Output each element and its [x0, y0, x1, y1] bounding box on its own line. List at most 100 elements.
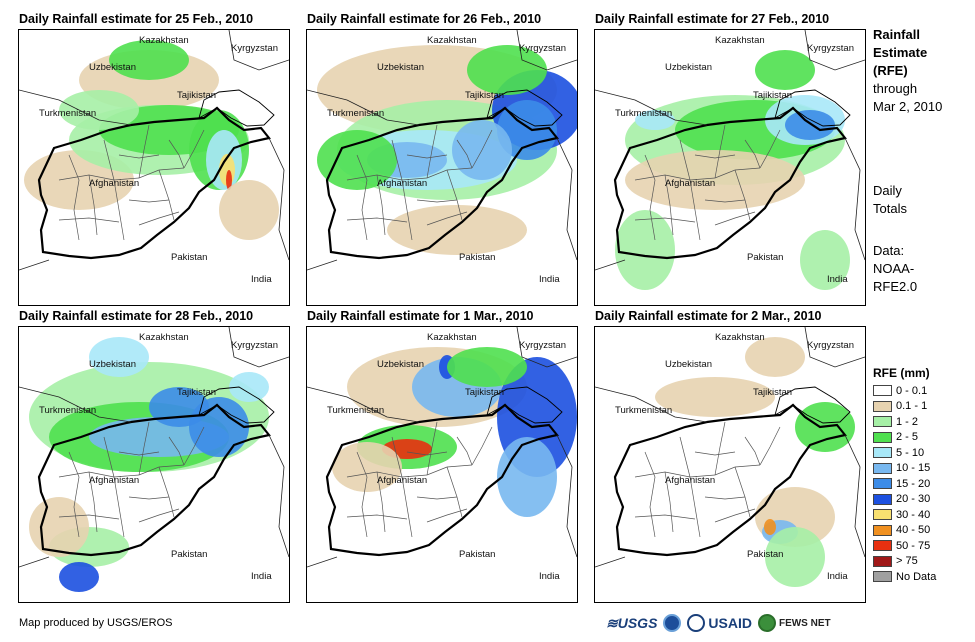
legend-item: 40 - 50 [873, 523, 936, 539]
legend-swatch [873, 540, 892, 552]
country-label-turkmenistan: Turkmenistan [615, 405, 673, 416]
country-label-kyrgyzstan: Kyrgyzstan [519, 340, 566, 351]
legend-title: RFE (mm) [873, 366, 930, 380]
province-boundary [138, 421, 150, 476]
map-credit: Map produced by USGS/EROS [19, 617, 173, 629]
province-boundary [416, 199, 458, 203]
legend-label: > 75 [896, 555, 918, 568]
neighbor-border [19, 556, 50, 568]
province-boundary [401, 476, 413, 538]
province-boundary [356, 451, 368, 538]
province-boundary [113, 179, 125, 241]
country-label-kyrgyzstan: Kyrgyzstan [231, 340, 278, 351]
country-label-afghanistan: Afghanistan [665, 178, 716, 189]
province-boundary [406, 451, 448, 456]
province-boundary [346, 514, 408, 520]
province-boundary [168, 436, 185, 466]
rainfall-field [467, 45, 547, 95]
province-boundary [734, 466, 751, 518]
country-border [325, 106, 559, 260]
province-boundary [714, 211, 756, 226]
legend-item: 0 - 0.1 [873, 383, 936, 399]
province-boundary [58, 217, 120, 223]
province-boundary [88, 471, 98, 533]
country-border [613, 106, 847, 260]
rainfall-map-25-feb: Kazakhstan Kyrgyzstan Uzbekistan Tajikistan… [18, 29, 290, 306]
legend-label: 20 - 30 [896, 493, 931, 506]
neighbor-border [595, 89, 708, 126]
country-label-kazakhstan: Kazakhstan [139, 332, 189, 343]
province-boundary [634, 464, 761, 478]
province-boundary [634, 514, 696, 520]
rainfall-field [800, 230, 850, 290]
province-boundary [158, 466, 175, 518]
panel-title-3: Daily Rainfall estimate for 27 Feb., 201… [595, 12, 830, 26]
country-label-kazakhstan: Kazakhstan [427, 332, 477, 343]
side-daily-totals: Daily Totals [873, 182, 907, 218]
legend-label: 0.1 - 1 [896, 400, 928, 413]
legend-swatch [873, 400, 892, 412]
country-label-tajikistan: Tajikistan [465, 90, 505, 101]
province-boundary [759, 426, 781, 466]
province-boundary [426, 421, 438, 476]
province-boundary [664, 174, 674, 236]
province-boundary [714, 124, 726, 179]
map-canvas [307, 30, 577, 271]
side-title: Rainfall Estimate (RFE) through Mar 2, 2… [873, 26, 942, 116]
country-label-pakistan: Pakistan [171, 549, 208, 560]
province-boundary [406, 154, 448, 159]
side-date: Mar 2, 2010 [873, 99, 943, 114]
neighbor-border [844, 137, 865, 261]
country-border [774, 89, 851, 127]
legend-label: 5 - 10 [896, 446, 925, 459]
legend-swatch [873, 385, 892, 397]
rainfall-field [497, 437, 557, 517]
rainfall-field [625, 150, 805, 210]
legend-label: 50 - 75 [896, 539, 931, 552]
country-label-turkmenistan: Turkmenistan [327, 108, 385, 119]
neighbor-border [307, 386, 420, 423]
province-boundary [426, 211, 468, 226]
panel-title-1: Daily Rainfall estimate for 25 Feb., 201… [19, 12, 254, 26]
side-source1: NOAA- [873, 261, 915, 276]
legend-label: 30 - 40 [896, 508, 931, 521]
province-boundary [689, 476, 701, 538]
fews-logo-text: FEWS NET [778, 617, 831, 629]
legend-swatch [873, 493, 892, 505]
panel-title-2: Daily Rainfall estimate for 26 Feb., 201… [307, 12, 542, 26]
usaid-seal-icon [687, 614, 706, 632]
side-title-line2: Estimate [873, 45, 928, 60]
rainfall-field [59, 90, 139, 130]
legend-item: 2 - 5 [873, 430, 936, 446]
province-boundary [168, 139, 185, 169]
country-label-pakistan: Pakistan [459, 252, 496, 263]
neighbor-border [19, 89, 132, 126]
province-boundary [694, 451, 736, 456]
province-boundary [356, 154, 368, 241]
usaid-logo: USAID [687, 614, 752, 632]
neighbor-border [804, 327, 865, 368]
country-label-turkmenistan: Turkmenistan [615, 108, 673, 119]
neighbor-border [516, 30, 577, 71]
side-data-source: Data: NOAA- RFE2.0 [873, 242, 917, 296]
legend-item: 5 - 10 [873, 445, 936, 461]
usgs-logo: ≋USGS [606, 614, 658, 631]
neighbor-border [228, 327, 289, 368]
country-label-turkmenistan: Turkmenistan [39, 108, 97, 119]
country-label-india: India [539, 571, 560, 582]
province-boundary [113, 476, 125, 538]
province-boundary [68, 451, 80, 538]
side-totals: Totals [873, 201, 907, 216]
rainfall-field [109, 40, 189, 80]
country-label-turkmenistan: Turkmenistan [39, 405, 97, 416]
legend-item: 30 - 40 [873, 507, 936, 523]
legend-swatch [873, 447, 892, 459]
rainfall-field [59, 562, 99, 592]
country-label-kazakhstan: Kazakhstan [139, 35, 189, 46]
country-border [198, 386, 275, 424]
country-label-pakistan: Pakistan [459, 549, 496, 560]
country-border [486, 386, 563, 424]
country-label-tajikistan: Tajikistan [177, 90, 217, 101]
province-boundary [714, 421, 726, 476]
legend-swatch [873, 416, 892, 428]
